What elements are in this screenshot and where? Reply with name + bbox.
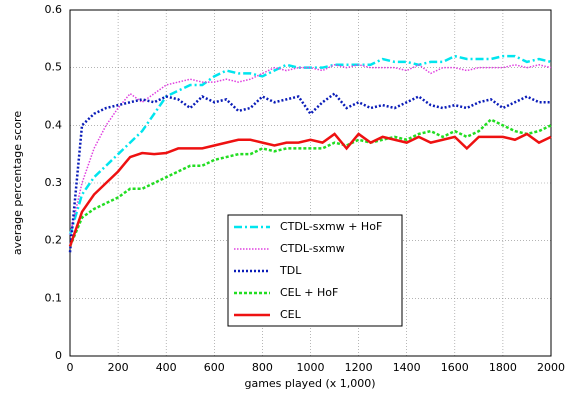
y-tick-label: 0.3 <box>45 176 63 189</box>
series-line <box>68 118 552 247</box>
series-line <box>68 132 552 247</box>
y-axis-label: average percentage score <box>11 111 24 255</box>
x-tick-label: 1200 <box>345 361 373 374</box>
plot-frame <box>69 9 552 357</box>
x-axis-label: games played (x 1,000) <box>244 377 375 390</box>
x-tick-label: 1000 <box>297 361 325 374</box>
y-tick-label: 0.2 <box>45 234 63 247</box>
y-tick-label: 0.4 <box>45 118 63 131</box>
x-tick-label: 400 <box>156 361 177 374</box>
x-tick-label: 0 <box>67 361 74 374</box>
legend-box <box>227 214 403 327</box>
x-tick-label: 1800 <box>489 361 517 374</box>
series-line <box>69 63 552 236</box>
x-tick-label: 2000 <box>537 361 565 374</box>
y-tick-label: 0.6 <box>45 3 63 16</box>
x-tick-label: 1400 <box>393 361 421 374</box>
y-tick-label: 0.5 <box>45 61 63 74</box>
legend-label: CEL <box>280 308 302 321</box>
y-tick-label: 0.1 <box>45 291 63 304</box>
y-tick-label: 0 <box>55 349 62 362</box>
series-line <box>68 54 552 236</box>
legend-label: CEL + HoF <box>280 286 338 299</box>
x-tick-label: 600 <box>204 361 225 374</box>
x-tick-label: 800 <box>252 361 273 374</box>
legend-label: CTDL-sxmw <box>280 242 345 255</box>
x-tick-label: 1600 <box>441 361 469 374</box>
x-tick-label: 200 <box>108 361 129 374</box>
legend-label: TDL <box>279 264 302 277</box>
legend-label: CTDL-sxmw + HoF <box>280 220 382 233</box>
